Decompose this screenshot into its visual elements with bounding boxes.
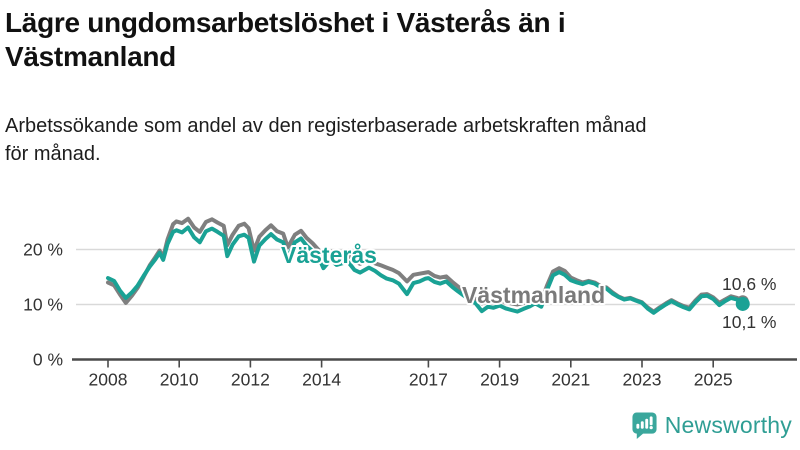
x-tick-label-2025: 2025 bbox=[694, 370, 733, 390]
chart-title-line1: Lägre ungdomsarbetslöshet i Västerås än … bbox=[5, 7, 566, 38]
chart-labels: Västmanland 10,6 % Västerås 10,1 % bbox=[279, 240, 776, 332]
end-value-label-västmanland: 10,6 % bbox=[722, 274, 776, 294]
y-tick-label-10-percent: 10 % bbox=[23, 295, 63, 315]
newsworthy-bar-chart-icon bbox=[632, 412, 657, 439]
series-label-västerås: Västerås bbox=[281, 242, 377, 268]
chart-subtitle: Arbetssökande som andel av den registerb… bbox=[5, 112, 795, 169]
x-tick-label-2021: 2021 bbox=[551, 370, 590, 390]
y-tick-label-20-percent: 20 % bbox=[23, 240, 63, 260]
end-value-label-västerås: 10,1 % bbox=[722, 312, 776, 332]
series-end-dot-västerås bbox=[735, 296, 750, 311]
series-line-västerås bbox=[106, 225, 745, 315]
newsworthy-logo[interactable]: Newsworthy bbox=[631, 411, 792, 439]
x-tick-label-2023: 2023 bbox=[623, 370, 662, 390]
x-tick-label-2019: 2019 bbox=[480, 370, 519, 390]
chart-title-line2: Västmanland bbox=[5, 41, 176, 73]
x-tick-label-2014: 2014 bbox=[302, 370, 341, 390]
data-series bbox=[106, 216, 750, 315]
y-tick-label-0-percent: 0 % bbox=[33, 350, 63, 370]
series-label-västmanland: Västmanland bbox=[462, 282, 605, 308]
x-tick-label-2010: 2010 bbox=[160, 370, 199, 390]
axes: 2008 2010 2012 2014 2017 2019 2021 2023 2025 0 % 1… bbox=[23, 240, 797, 390]
chart-title: Lägre ungdomsarbetslöshet i Västerås än … bbox=[5, 6, 745, 74]
x-tick-label-2012: 2012 bbox=[231, 370, 270, 390]
x-tick-label-2017: 2017 bbox=[409, 370, 448, 390]
newsworthy-wordmark: Newsworthy bbox=[664, 411, 792, 438]
x-tick-label-2008: 2008 bbox=[89, 370, 128, 390]
chart-subtitle-line1: Arbetssökande som andel av den registerb… bbox=[5, 115, 647, 137]
chart-subtitle-line2: för månad. bbox=[5, 143, 101, 166]
